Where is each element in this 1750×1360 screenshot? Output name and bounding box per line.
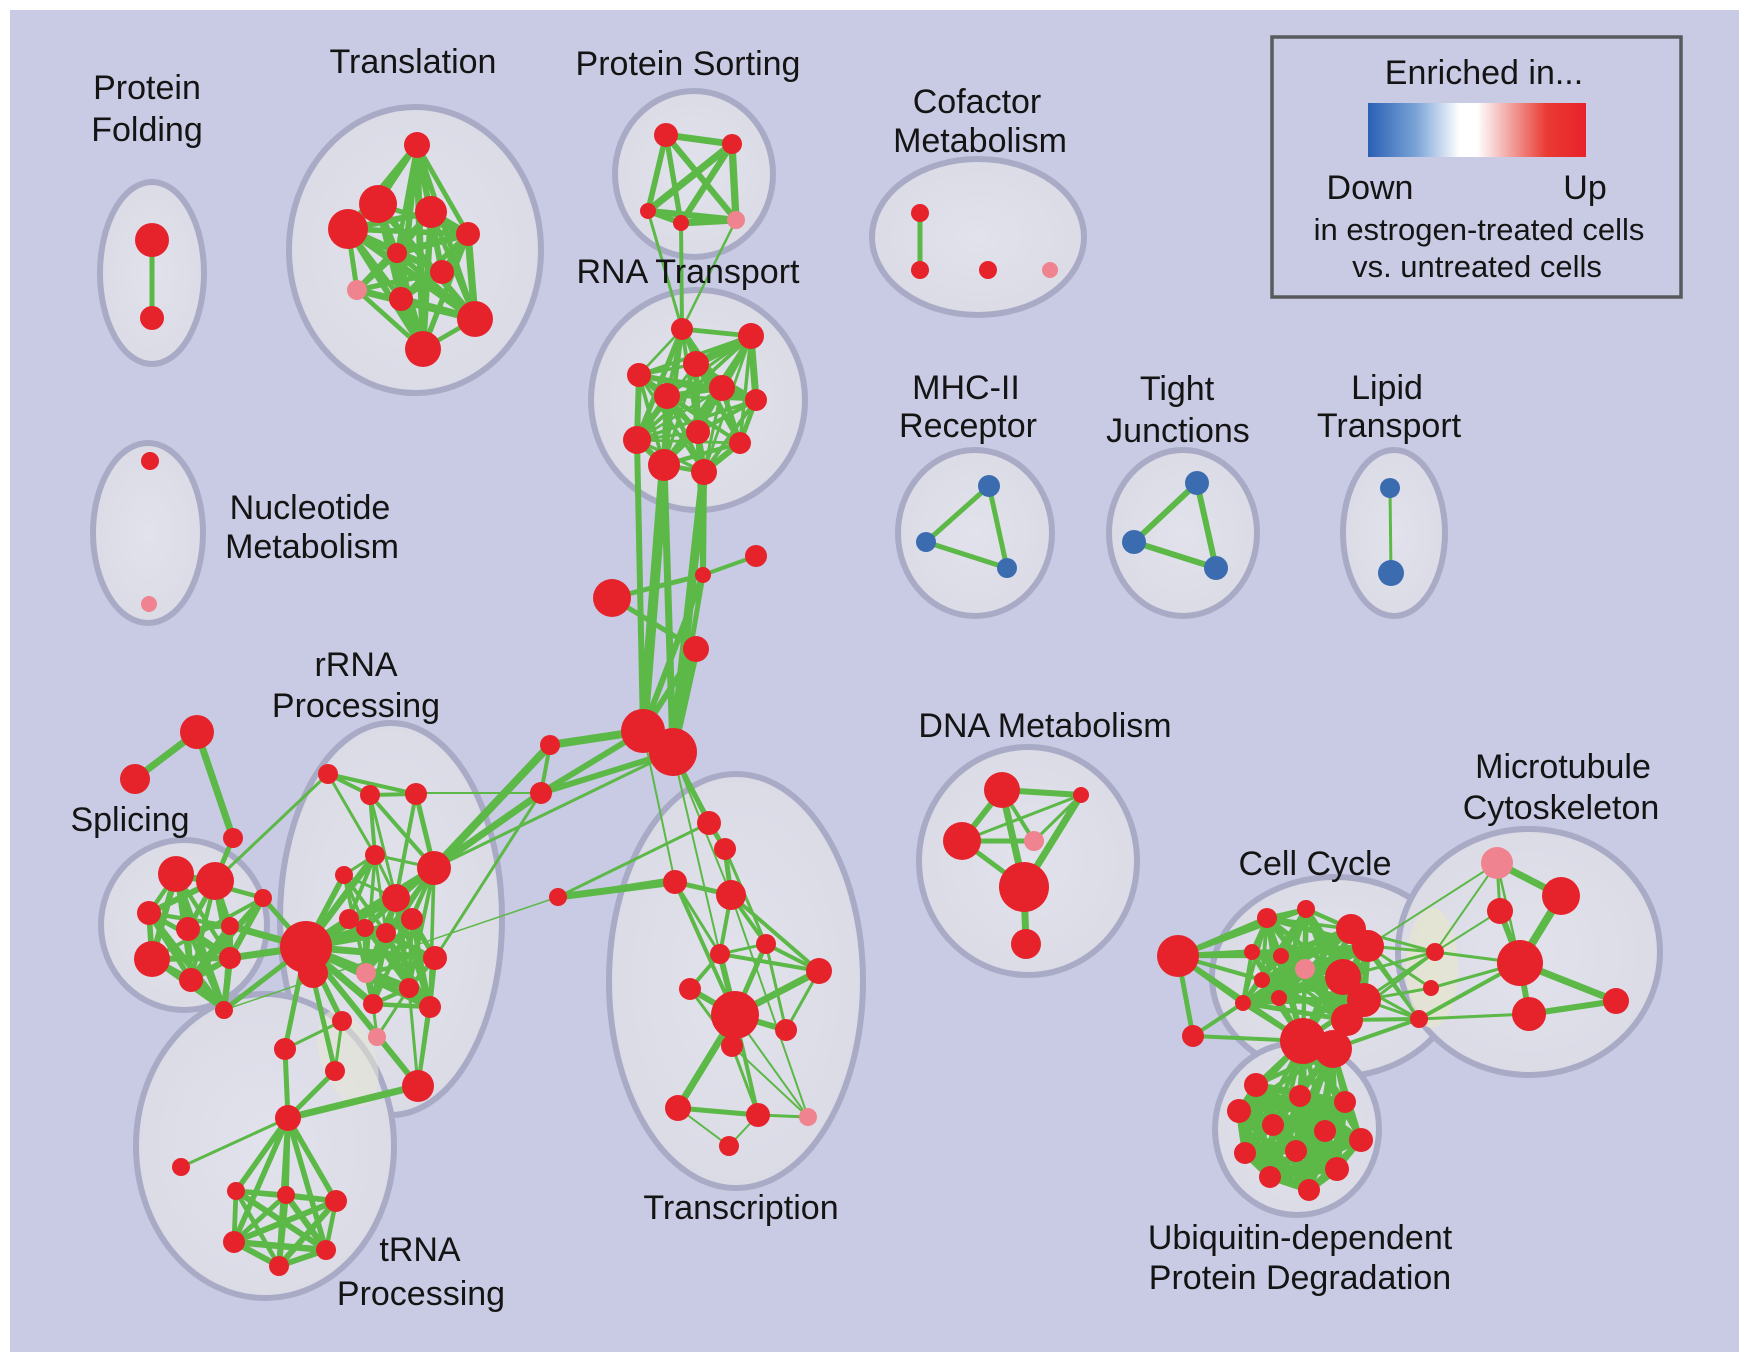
svg-text:vs. untreated cells: vs. untreated cells [1352, 249, 1602, 284]
svg-text:Protein: Protein [93, 69, 201, 107]
svg-text:Protein Degradation: Protein Degradation [1149, 1259, 1451, 1297]
svg-text:Metabolism: Metabolism [225, 528, 399, 566]
svg-text:RNA Transport: RNA Transport [577, 253, 801, 291]
svg-text:Translation: Translation [330, 43, 497, 81]
svg-text:tRNA: tRNA [379, 1231, 461, 1269]
svg-text:Protein Sorting: Protein Sorting [576, 45, 801, 83]
svg-text:rRNA: rRNA [314, 646, 397, 684]
svg-text:DNA Metabolism: DNA Metabolism [918, 707, 1171, 745]
svg-text:Ubiquitin-dependent: Ubiquitin-dependent [1148, 1219, 1453, 1257]
svg-text:Cytoskeleton: Cytoskeleton [1463, 789, 1660, 827]
svg-text:Splicing: Splicing [70, 801, 189, 839]
svg-text:Down: Down [1327, 169, 1414, 207]
svg-text:Processing: Processing [272, 687, 440, 725]
svg-text:Junctions: Junctions [1106, 412, 1250, 450]
svg-text:Enriched in...: Enriched in... [1385, 54, 1583, 92]
svg-text:Tight: Tight [1140, 370, 1215, 408]
svg-text:Nucleotide: Nucleotide [230, 489, 391, 527]
svg-text:Transcription: Transcription [643, 1189, 838, 1227]
svg-text:Metabolism: Metabolism [893, 122, 1067, 160]
svg-text:Transport: Transport [1317, 407, 1462, 445]
svg-text:Cofactor: Cofactor [913, 83, 1042, 121]
svg-text:MHC-II: MHC-II [912, 369, 1020, 407]
svg-text:Up: Up [1563, 169, 1606, 207]
svg-text:Lipid: Lipid [1351, 369, 1423, 407]
svg-text:Microtubule: Microtubule [1475, 748, 1651, 786]
svg-text:in estrogen-treated cells: in estrogen-treated cells [1314, 212, 1645, 247]
svg-text:Receptor: Receptor [899, 407, 1037, 445]
svg-text:Folding: Folding [91, 111, 203, 149]
svg-text:Cell Cycle: Cell Cycle [1238, 845, 1391, 883]
svg-text:Processing: Processing [337, 1275, 505, 1313]
